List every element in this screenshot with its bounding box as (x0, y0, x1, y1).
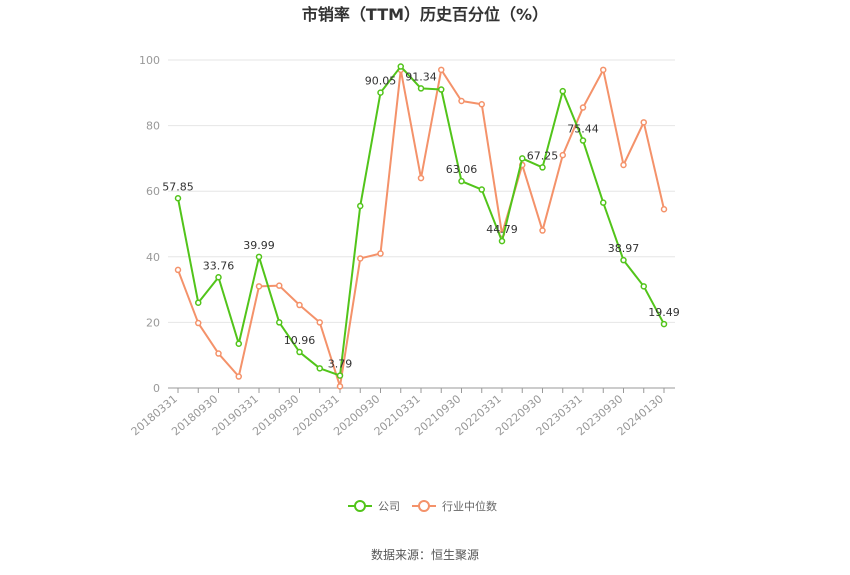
data-point[interactable] (519, 155, 526, 162)
data-point[interactable] (357, 202, 364, 210)
data-label: 19.49 (648, 306, 680, 319)
legend-label: 公司 (378, 500, 400, 513)
data-label: 67.25 (527, 149, 559, 162)
data-point[interactable] (438, 66, 445, 74)
data-point[interactable] (255, 253, 263, 261)
data-label: 75.44 (567, 123, 599, 136)
chart-title: 市销率（TTM）历史百分位（%） (302, 5, 548, 24)
data-point[interactable] (579, 104, 587, 111)
data-point[interactable] (640, 283, 647, 290)
data-point[interactable] (600, 199, 607, 206)
data-label: 57.85 (162, 180, 194, 193)
data-label: 39.99 (243, 239, 275, 252)
data-point[interactable] (498, 237, 506, 245)
data-point[interactable] (397, 63, 404, 70)
data-label: 91.34 (405, 70, 437, 83)
y-tick-label: 80 (146, 120, 160, 133)
data-label: 10.96 (284, 334, 316, 347)
data-point[interactable] (336, 383, 344, 390)
data-point[interactable] (174, 195, 182, 202)
data-point[interactable] (559, 87, 566, 95)
data-point[interactable] (417, 85, 425, 92)
data-point[interactable] (478, 101, 485, 108)
y-tick-label: 20 (146, 316, 160, 329)
series-line-0 (177, 65, 665, 377)
legend-item-0[interactable]: 公司 (348, 500, 400, 513)
y-tick-label: 40 (146, 251, 160, 264)
legend-marker (354, 500, 366, 512)
legend[interactable]: 公司 行业中位数 (348, 499, 497, 513)
data-point[interactable] (357, 255, 364, 262)
data-point[interactable] (316, 365, 323, 372)
data-point[interactable] (174, 266, 182, 274)
series-group (174, 63, 668, 390)
data-point[interactable] (255, 283, 263, 290)
data-point[interactable] (579, 137, 587, 144)
y-tick-label: 0 (153, 382, 160, 395)
legend-marker (418, 500, 430, 512)
data-point[interactable] (660, 320, 668, 328)
data-point[interactable] (478, 186, 485, 193)
data-point[interactable] (377, 89, 384, 96)
data-point[interactable] (377, 250, 384, 257)
source-note: 数据来源：恒生聚源 (371, 547, 479, 562)
data-point[interactable] (296, 348, 303, 356)
data-point[interactable] (235, 373, 242, 380)
data-point[interactable] (417, 174, 425, 182)
data-point[interactable] (458, 177, 465, 185)
data-point[interactable] (276, 282, 283, 289)
grid-lines (168, 59, 675, 323)
data-point[interactable] (660, 205, 668, 213)
x-axis: 2018033120180930201903312019093020200331… (129, 387, 675, 438)
data-point[interactable] (336, 372, 344, 379)
data-point[interactable] (559, 151, 566, 159)
data-point[interactable] (195, 319, 202, 327)
data-point[interactable] (539, 227, 546, 234)
data-labels: 57.85 33.76 39.99 10.96 3.79 90.05 91.34 63.06 4… (162, 70, 680, 370)
data-label: 38.97 (608, 242, 640, 255)
data-point[interactable] (296, 301, 303, 309)
data-label: 3.79 (328, 358, 353, 371)
data-point[interactable] (600, 66, 607, 74)
legend-label: 行业中位数 (442, 499, 497, 513)
data-point[interactable] (215, 274, 222, 281)
data-label: 44.79 (486, 223, 518, 236)
data-point[interactable] (195, 299, 202, 306)
y-tick-label: 100 (139, 54, 160, 67)
data-point[interactable] (316, 319, 323, 326)
data-point[interactable] (640, 119, 647, 126)
data-point[interactable] (438, 86, 445, 93)
y-axis: 0 20 40 60 80 100 (139, 54, 160, 395)
data-label: 63.06 (446, 163, 478, 176)
y-tick-label: 60 (146, 185, 160, 198)
data-point[interactable] (276, 319, 283, 326)
data-point[interactable] (620, 256, 627, 264)
data-label: 33.76 (203, 259, 235, 272)
data-point[interactable] (458, 97, 465, 105)
data-point[interactable] (235, 340, 242, 347)
data-point[interactable] (215, 350, 222, 357)
series-line-1 (177, 68, 665, 388)
data-point[interactable] (539, 164, 546, 171)
data-point[interactable] (620, 161, 627, 169)
data-label: 90.05 (365, 75, 397, 88)
legend-item-1[interactable]: 行业中位数 (412, 499, 497, 513)
